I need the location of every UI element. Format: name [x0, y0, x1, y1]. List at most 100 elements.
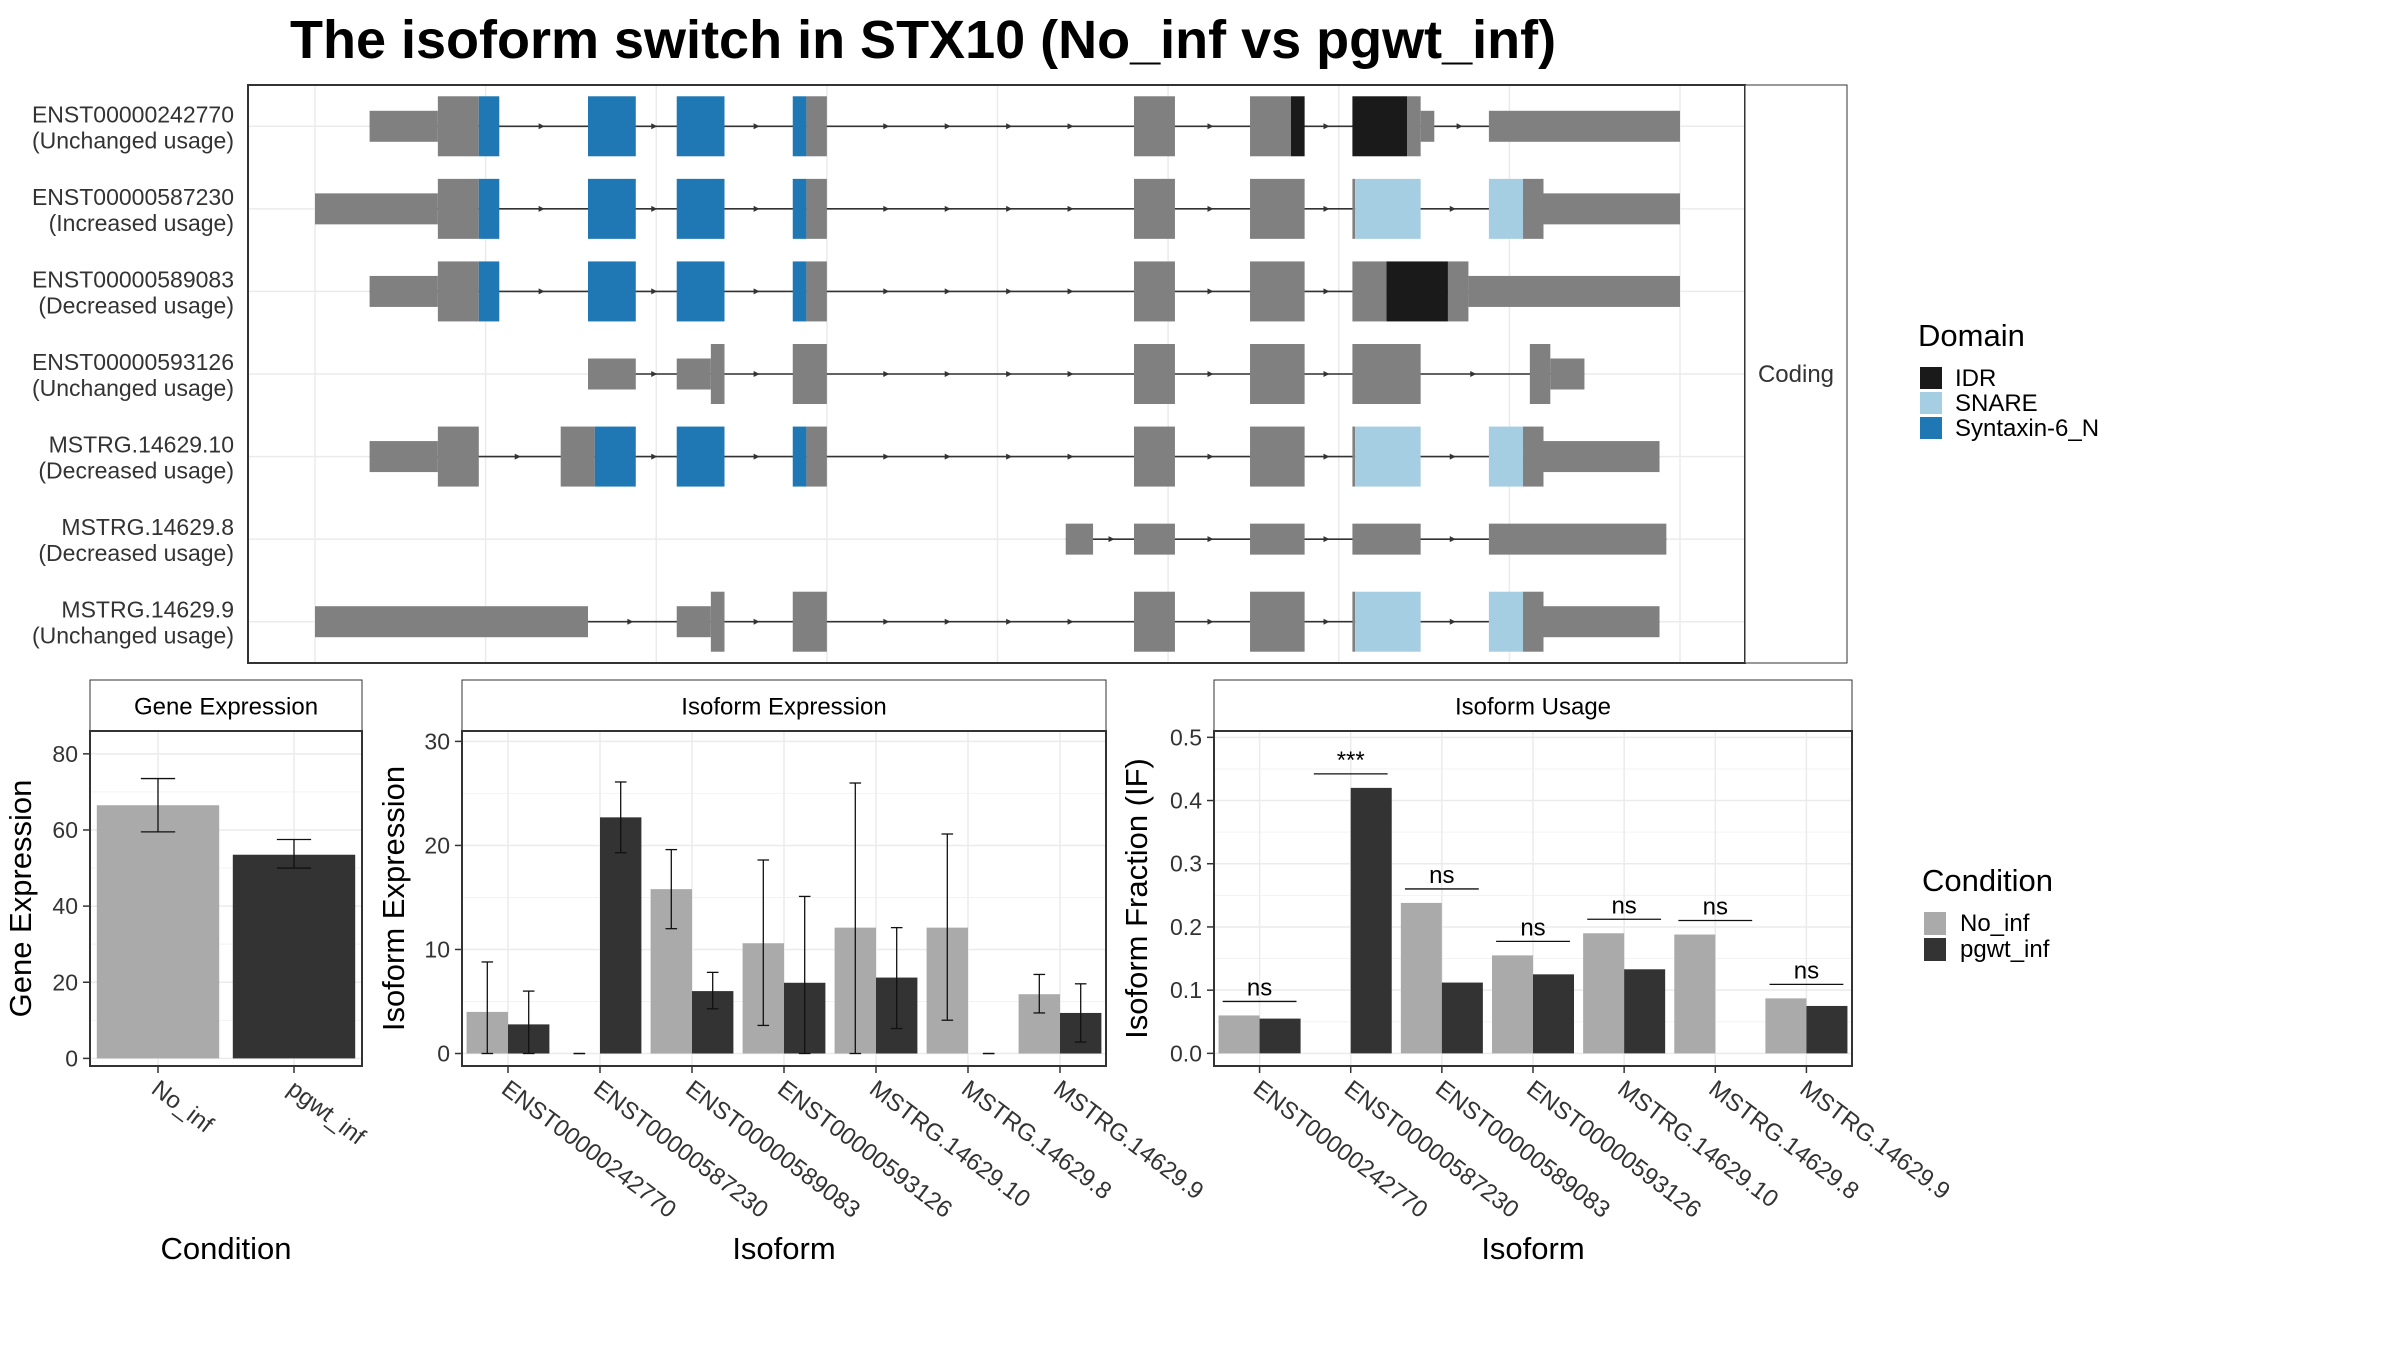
exon-cds: [1250, 261, 1305, 322]
intron-arrow: [1006, 453, 1013, 460]
intron-arrow: [651, 288, 658, 295]
condition-legend-label: No_inf: [1960, 910, 2030, 937]
intron-arrow: [538, 205, 545, 212]
intron-arrow: [651, 205, 658, 212]
intron-arrow: [944, 371, 951, 377]
transcript-usage-label: (Unchanged usage): [32, 375, 234, 401]
intron-arrow: [753, 371, 760, 377]
x-axis-title: Isoform: [1481, 1231, 1584, 1266]
exon-domain-syntaxin-6_n: [792, 178, 807, 239]
y-tick-label: 0.3: [1170, 851, 1202, 877]
transcript-id-label: ENST00000587230: [32, 184, 234, 210]
exon-cds: [1134, 96, 1175, 157]
panel-border: [89, 730, 363, 1067]
y-axis-title: Gene Expression: [3, 780, 38, 1018]
y-tick-label: 0: [437, 1041, 450, 1067]
exon-cds: [1447, 261, 1469, 322]
exon-utr: [1134, 523, 1175, 555]
exon-cds: [1134, 426, 1175, 487]
exon-domain-syntaxin-6_n: [676, 178, 725, 239]
exon-utr: [315, 193, 438, 225]
transcript-id-label: ENST00000589083: [32, 266, 234, 292]
y-axis-title: Isoform Expression: [376, 766, 411, 1031]
bar: [1400, 902, 1442, 1054]
exon-utr: [588, 358, 636, 390]
y-tick-label: 0.2: [1170, 914, 1202, 940]
significance-label: ns: [1611, 892, 1636, 919]
bar: [1259, 1018, 1301, 1054]
intron-arrow: [1006, 288, 1013, 295]
exon-cds: [1250, 591, 1305, 652]
transcript-usage-label: (Unchanged usage): [32, 127, 234, 153]
transcript-usage-label: (Decreased usage): [38, 292, 234, 318]
exon-cds: [1352, 178, 1356, 239]
exon-cds: [1134, 178, 1175, 239]
panel-strip-label: Isoform Expression: [681, 694, 886, 721]
exon-cds: [1250, 426, 1305, 487]
intron-arrow: [1470, 371, 1477, 377]
significance-label: ns: [1703, 894, 1728, 921]
exon-domain-syntaxin-6_n: [478, 96, 500, 157]
isoform-usage-panel: Isoform Usage 0.0 0.1 0.2 0.3 0.4 0.5 ns *** ns ns…: [1119, 679, 1955, 1266]
panel-strip-label: Gene Expression: [134, 694, 318, 721]
isoform-expression-panel: Isoform Expression 0 10 20 30 ENST00000242770…: [376, 679, 1208, 1266]
x-tick-label: MSTRG.14629.8: [1704, 1075, 1864, 1205]
intron-arrow: [753, 618, 760, 625]
intron-arrow: [1207, 536, 1214, 543]
exon-cds: [806, 178, 827, 239]
exon-utr: [676, 358, 711, 390]
y-tick-label: 0.4: [1170, 788, 1202, 814]
intron-arrow: [1207, 618, 1214, 625]
exon-cds: [792, 344, 827, 404]
x-tick-label: pgwt_inf: [282, 1075, 370, 1151]
legend-key-no-inf: [1924, 912, 1946, 935]
intron-arrow: [538, 288, 545, 295]
panel-strip-label: Isoform Usage: [1455, 694, 1611, 721]
domain-legend-label: SNARE: [1955, 390, 2038, 417]
intron-arrow: [944, 288, 951, 295]
bar: [1218, 1015, 1260, 1054]
exon-utr: [1352, 523, 1421, 555]
exon-cds: [1352, 344, 1421, 404]
transcript-id-label: MSTRG.14629.10: [49, 432, 234, 458]
exon-cds: [1523, 426, 1544, 487]
intron-arrow: [651, 371, 658, 377]
legend-key-snare: [1920, 392, 1942, 414]
exon-cds: [1250, 178, 1305, 239]
exon-utr: [1543, 441, 1660, 473]
exon-utr: [369, 441, 438, 473]
exon-utr: [1468, 275, 1680, 307]
intron-arrow: [1207, 371, 1214, 377]
intron-arrow: [1323, 123, 1330, 130]
intron-arrow: [883, 371, 890, 377]
exon-utr: [1250, 523, 1305, 555]
exon-cds: [1407, 96, 1421, 157]
intron-arrow: [1323, 288, 1330, 295]
intron-arrow: [883, 453, 890, 460]
intron-arrow: [1323, 618, 1330, 625]
x-tick-label: MSTRG.14629.9: [1048, 1075, 1208, 1205]
exon-cds: [560, 426, 595, 487]
intron-arrow: [1323, 371, 1330, 377]
exon-utr: [1488, 110, 1680, 142]
exon-domain-syntaxin-6_n: [676, 426, 725, 487]
intron-arrow: [1449, 536, 1456, 543]
exon-cds: [1523, 591, 1544, 652]
intron-arrow: [944, 205, 951, 212]
exon-utr: [1065, 523, 1094, 555]
exon-domain-snare: [1488, 426, 1524, 487]
intron-arrow: [514, 453, 521, 460]
exon-domain-syntaxin-6_n: [676, 261, 725, 322]
intron-arrow: [883, 205, 890, 212]
exon-cds: [1250, 344, 1305, 404]
condition-legend-label: pgwt_inf: [1960, 936, 2050, 963]
intron-arrow: [944, 123, 951, 130]
transcript-usage-label: (Unchanged usage): [32, 623, 234, 649]
exon-utr: [676, 606, 711, 638]
exon-cds: [1529, 344, 1551, 404]
intron-arrow: [1323, 205, 1330, 212]
domain-legend-label: IDR: [1955, 365, 1996, 392]
exon-domain-syntaxin-6_n: [792, 261, 807, 322]
significance-label: ns: [1429, 862, 1454, 889]
